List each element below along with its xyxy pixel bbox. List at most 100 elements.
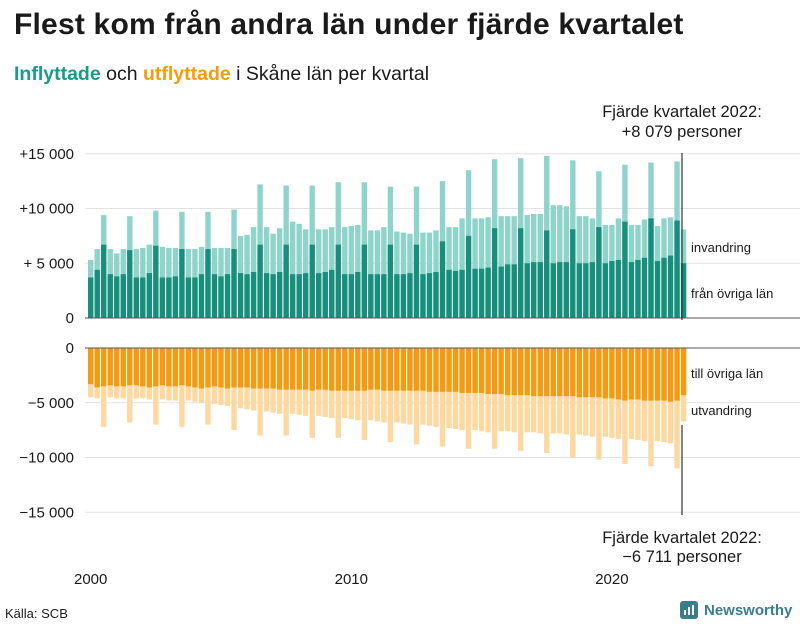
bar-in-county	[667, 255, 674, 318]
bar-in-county	[342, 274, 348, 318]
bar-out-county	[570, 348, 576, 397]
bar-out-county	[107, 348, 113, 386]
bar-out-county	[387, 348, 394, 391]
bar-in-county	[433, 272, 439, 318]
bar-out-county	[648, 348, 654, 401]
bar-in-county	[459, 269, 465, 318]
bar-out-total	[544, 348, 550, 454]
y-tick-label: −15 000	[19, 504, 74, 521]
chart-title: Flest kom från andra län under fjärde kv…	[14, 8, 684, 41]
bar-out-county	[185, 348, 192, 387]
bar-out-county	[218, 348, 224, 388]
bar-out-total	[413, 348, 420, 445]
bar-in-county	[622, 221, 628, 318]
bar-out-total	[309, 348, 315, 438]
bar-in-total	[342, 227, 348, 318]
bar-in-county	[361, 244, 368, 318]
bar-out-county	[550, 348, 556, 397]
bar-out-county	[459, 348, 465, 393]
bar-in-total	[478, 218, 485, 318]
bar-in-county	[641, 257, 648, 318]
bar-out-county	[302, 348, 309, 390]
bar-in-total	[472, 218, 478, 318]
bar-out-county	[289, 348, 296, 390]
bar-in-county	[302, 273, 309, 318]
bar-out-total	[674, 348, 680, 469]
bar-out-county	[622, 348, 628, 401]
bar-in-county	[335, 244, 341, 318]
bar-in-county	[517, 228, 524, 318]
bar-out-county	[517, 348, 524, 396]
bar-in-county	[446, 269, 452, 318]
y-tick-label: −5 000	[28, 395, 74, 412]
bar-out-county	[654, 348, 661, 401]
bar-in-county	[329, 269, 335, 318]
bar-out-county	[342, 348, 348, 391]
bar-in-county	[602, 263, 609, 318]
y-tick-label: 0	[66, 310, 74, 327]
bar-out-total	[361, 348, 368, 440]
bar-out-county	[381, 348, 387, 391]
bar-in-county	[576, 263, 583, 318]
bar-in-county	[166, 277, 172, 318]
label-till-ovriga-lan: till övriga län	[691, 366, 763, 381]
bar-out-county	[563, 348, 569, 397]
annotation-top-line2: +8 079 personer	[622, 123, 743, 141]
bar-out-county	[674, 348, 680, 401]
bar-out-county	[179, 348, 185, 386]
bar-in-county	[609, 261, 615, 318]
bar-out-county	[407, 348, 413, 391]
bar-out-county	[231, 348, 237, 388]
x-tick-label: 2010	[335, 571, 368, 588]
bar-in-county	[237, 273, 244, 318]
bar-out-county	[465, 348, 472, 393]
bar-in-county	[185, 277, 192, 318]
bar-in-county	[628, 262, 635, 318]
bar-out-total	[596, 348, 602, 460]
bar-in-county	[491, 228, 498, 318]
bar-in-county	[88, 277, 94, 318]
bar-out-county	[94, 348, 100, 388]
bar-in-county	[218, 276, 224, 318]
bar-in-county	[368, 274, 374, 318]
bar-out-county	[88, 348, 94, 385]
bar-out-county	[413, 348, 420, 391]
bar-in-county	[179, 249, 185, 318]
bar-out-county	[576, 348, 583, 398]
bar-out-county	[322, 348, 328, 390]
bar-in-county	[257, 244, 263, 318]
bar-out-total	[179, 348, 185, 427]
bar-in-county	[537, 262, 543, 318]
bar-in-county	[439, 241, 446, 318]
bar-out-total	[257, 348, 263, 436]
bar-out-county	[127, 348, 133, 386]
bar-out-county	[537, 348, 543, 397]
bar-in-county	[374, 274, 381, 318]
bar-in-county	[107, 274, 113, 318]
bar-in-county	[400, 274, 407, 318]
bar-in-county	[270, 274, 276, 318]
y-tick-label: 0	[66, 340, 74, 357]
bar-out-county	[439, 348, 446, 392]
bar-in-county	[583, 263, 589, 318]
bar-in-county	[133, 277, 140, 318]
bar-in-county	[511, 264, 517, 318]
bar-out-county	[296, 348, 302, 390]
bar-in-county	[420, 274, 426, 318]
bar-in-county	[635, 259, 641, 318]
bar-in-county	[589, 262, 596, 318]
bar-out-county	[524, 348, 530, 396]
bar-out-total	[465, 348, 472, 449]
newsworthy-logo-icon	[680, 601, 698, 619]
bar-out-county	[224, 348, 231, 389]
bar-out-county	[596, 348, 602, 398]
bar-in-county	[127, 250, 133, 318]
bar-in-county	[563, 262, 569, 318]
bar-out-total	[439, 348, 446, 447]
bar-in-county	[159, 277, 166, 318]
bar-out-county	[641, 348, 648, 401]
bar-in-county	[674, 220, 680, 318]
bar-out-county	[635, 348, 641, 400]
bar-out-county	[478, 348, 485, 393]
bar-in-county	[504, 264, 511, 318]
